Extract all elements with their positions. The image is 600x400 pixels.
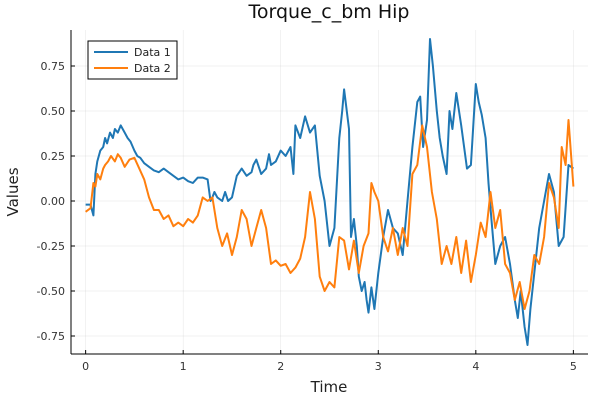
series-line-data-1 <box>85 38 574 346</box>
legend: Data 1 Data 2 <box>87 40 178 80</box>
legend-label-data-2: Data 2 <box>134 62 171 75</box>
x-axis-title: Time <box>310 378 348 396</box>
x-tick-label: 5 <box>570 360 577 373</box>
x-tick-label: 2 <box>277 360 284 373</box>
axes <box>70 30 588 355</box>
x-tick-label: 4 <box>472 360 479 373</box>
y-tick-label: 0.00 <box>41 195 66 208</box>
y-tick-label: 0.50 <box>41 105 66 118</box>
tick-labels: 0 1 2 3 4 5 -0.75 -0.50 -0.25 0.00 0.25 0.50 0.75 <box>37 60 577 373</box>
y-tick-label: -0.50 <box>37 285 65 298</box>
y-tick-label: 0.25 <box>41 150 66 163</box>
grid-lines <box>71 30 588 354</box>
x-tick-label: 1 <box>180 360 187 373</box>
legend-label-data-1: Data 1 <box>134 46 171 59</box>
x-tick-label: 3 <box>375 360 382 373</box>
chart-title: Torque_c_bm Hip <box>248 1 410 23</box>
y-tick-label: 0.75 <box>41 60 66 73</box>
legend-box <box>87 40 178 80</box>
y-tick-label: -0.25 <box>37 240 65 253</box>
y-axis-title: Values <box>4 167 22 216</box>
y-tick-label: -0.75 <box>37 330 65 343</box>
series-line-data-2 <box>85 119 575 310</box>
x-tick-label: 0 <box>82 360 89 373</box>
series-lines <box>85 38 575 346</box>
